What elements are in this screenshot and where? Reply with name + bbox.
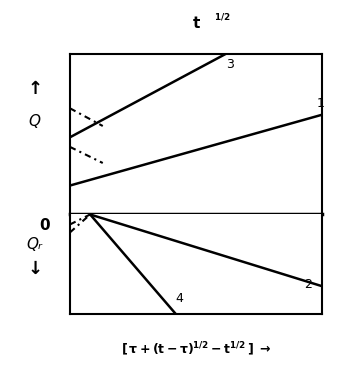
Text: Qᵣ: Qᵣ bbox=[27, 237, 43, 252]
Text: 0: 0 bbox=[40, 218, 50, 233]
Text: 1: 1 bbox=[317, 97, 325, 110]
Text: ↓: ↓ bbox=[27, 260, 42, 278]
Text: $\mathbf{t}$: $\mathbf{t}$ bbox=[191, 15, 201, 31]
Text: ↑: ↑ bbox=[27, 80, 42, 98]
Text: Q: Q bbox=[29, 114, 41, 129]
Text: $\mathbf{[\,\tau + (t - \tau)^{1/2} - t^{1/2}\,]\ \rightarrow}$: $\mathbf{[\,\tau + (t - \tau)^{1/2} - t^… bbox=[121, 340, 271, 358]
Text: $\mathbf{^{1/2}}$: $\mathbf{^{1/2}}$ bbox=[214, 13, 230, 26]
Text: 4: 4 bbox=[176, 292, 184, 305]
Text: 3: 3 bbox=[226, 59, 234, 72]
Text: 2: 2 bbox=[304, 278, 312, 291]
